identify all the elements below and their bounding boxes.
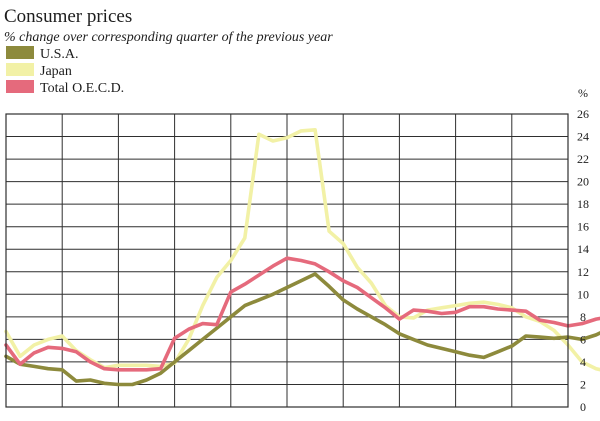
- series-line-japan: [4, 128, 600, 372]
- y-tick-label: 10: [577, 287, 589, 301]
- y-tick-label: 24: [577, 130, 589, 144]
- y-tick-label: 4: [580, 355, 586, 369]
- y-tick-label: 2: [580, 377, 586, 391]
- y-tick-label: 26: [577, 107, 589, 121]
- legend-label: U.S.A.: [40, 47, 79, 62]
- y-tick-label: 22: [577, 152, 589, 166]
- series-lines: [4, 128, 600, 387]
- y-tick-label: 16: [577, 220, 589, 234]
- y-tick-label: 0: [580, 400, 586, 414]
- plot-frame: [5, 113, 569, 408]
- series-line-u-s-a: [4, 272, 600, 387]
- chart-subtitle: % change over corresponding quarter of t…: [4, 30, 333, 45]
- legend-swatch: [6, 46, 34, 59]
- gridlines: [6, 114, 568, 407]
- y-tick-label: 8: [580, 310, 586, 324]
- y-tick-label: 6: [580, 332, 586, 346]
- y-axis-unit-label: %: [578, 86, 588, 100]
- y-tick-label: 18: [577, 197, 589, 211]
- series-line-total-o-e-c-d: [4, 256, 600, 372]
- legend-label: Total O.E.C.D.: [40, 81, 124, 96]
- legend-swatch: [6, 80, 34, 93]
- y-tick-label: 20: [577, 175, 589, 189]
- legend-swatch: [6, 63, 34, 76]
- y-tick-label: 12: [577, 265, 589, 279]
- chart-title: Consumer prices: [4, 6, 132, 27]
- y-tick-label: 14: [577, 242, 589, 256]
- legend-label: Japan: [40, 64, 72, 79]
- legend: U.S.A. Japan Total O.E.C.D.: [6, 46, 124, 96]
